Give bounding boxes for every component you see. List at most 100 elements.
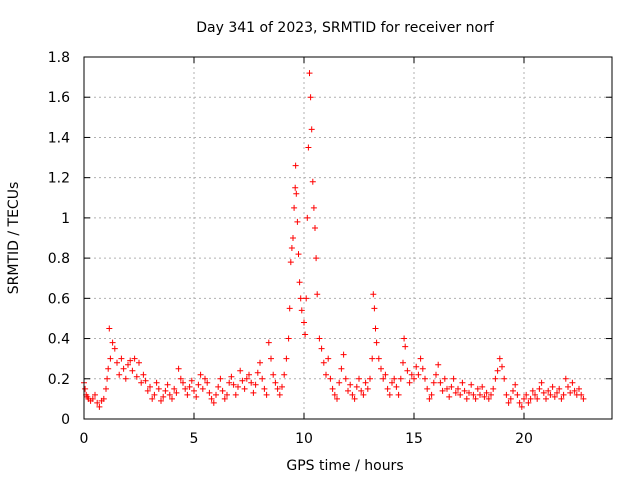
data-point	[331, 391, 338, 398]
data-point	[228, 373, 235, 380]
data-point	[516, 399, 523, 406]
data-point	[468, 381, 475, 388]
data-point	[415, 371, 422, 378]
data-point	[485, 395, 492, 402]
data-point	[413, 363, 420, 370]
data-point	[318, 345, 325, 352]
data-point	[433, 371, 439, 378]
data-point	[270, 371, 277, 378]
data-point	[142, 377, 149, 384]
data-point	[309, 178, 316, 185]
data-point	[532, 391, 538, 398]
data-point	[226, 379, 233, 386]
data-point	[100, 395, 107, 402]
data-point	[305, 144, 312, 151]
data-point	[131, 355, 138, 362]
data-point	[494, 367, 501, 374]
data-point	[241, 385, 248, 392]
data-point	[310, 204, 317, 211]
data-point	[496, 355, 503, 362]
data-point	[556, 385, 563, 392]
data-point	[193, 393, 200, 400]
data-point	[106, 325, 113, 332]
data-point	[103, 385, 109, 392]
data-point	[197, 371, 204, 378]
data-point	[340, 351, 347, 358]
data-point	[507, 395, 514, 402]
data-point	[129, 367, 136, 374]
data-point	[327, 375, 334, 382]
data-point	[283, 355, 290, 362]
data-point	[239, 377, 246, 384]
data-point	[446, 393, 453, 400]
data-point	[424, 385, 431, 392]
data-point	[120, 365, 127, 372]
data-point	[164, 381, 171, 388]
data-point	[439, 387, 446, 394]
data-point	[565, 383, 571, 390]
data-point	[286, 305, 293, 312]
x-tick-label: 20	[515, 431, 533, 447]
data-point	[105, 365, 112, 372]
data-point	[104, 375, 111, 382]
data-point	[125, 361, 131, 368]
data-point	[221, 395, 228, 402]
data-point	[419, 365, 426, 372]
data-point	[417, 355, 424, 362]
y-tick-label: 1	[61, 211, 70, 227]
data-point	[342, 375, 349, 382]
data-point	[384, 385, 391, 392]
data-point	[461, 387, 468, 394]
data-point	[116, 371, 123, 378]
data-point	[313, 255, 320, 262]
data-point	[188, 377, 195, 384]
data-point	[408, 371, 415, 378]
data-point	[501, 375, 508, 382]
data-point	[186, 383, 193, 390]
data-point	[455, 385, 461, 392]
data-point	[356, 375, 362, 382]
data-point	[295, 251, 302, 258]
data-point	[479, 383, 486, 390]
data-point	[140, 371, 147, 378]
data-point	[147, 383, 153, 390]
data-point	[393, 383, 400, 390]
data-point	[265, 339, 272, 346]
y-tick-label: 0.6	[48, 291, 70, 307]
data-point	[547, 391, 554, 398]
data-point	[274, 385, 281, 392]
data-point	[235, 383, 241, 390]
data-point	[448, 383, 455, 390]
data-point	[347, 381, 354, 388]
data-point	[353, 383, 360, 390]
data-point	[248, 379, 255, 386]
y-tick-label: 1.2	[48, 171, 70, 187]
x-axis-title: GPS time / hours	[286, 458, 403, 474]
data-point	[127, 357, 134, 364]
data-point	[536, 385, 543, 392]
x-tick-label: 15	[405, 431, 423, 447]
data-point	[514, 391, 521, 398]
data-point	[230, 381, 237, 388]
data-point	[371, 305, 378, 312]
data-point	[166, 391, 173, 398]
data-point	[554, 389, 560, 396]
data-point	[400, 359, 406, 366]
data-point	[263, 391, 270, 398]
data-point	[578, 391, 585, 398]
data-point	[521, 395, 527, 402]
data-point	[320, 359, 327, 366]
data-point	[428, 391, 435, 398]
data-point	[444, 385, 450, 392]
data-point	[298, 307, 305, 314]
data-point	[437, 379, 444, 386]
data-point	[329, 385, 336, 392]
data-point	[527, 395, 534, 402]
data-point	[290, 235, 296, 241]
data-point	[389, 379, 395, 386]
data-point	[382, 371, 389, 378]
data-point	[380, 375, 387, 382]
data-point	[122, 375, 129, 382]
data-point	[257, 359, 263, 366]
data-point	[364, 385, 371, 392]
